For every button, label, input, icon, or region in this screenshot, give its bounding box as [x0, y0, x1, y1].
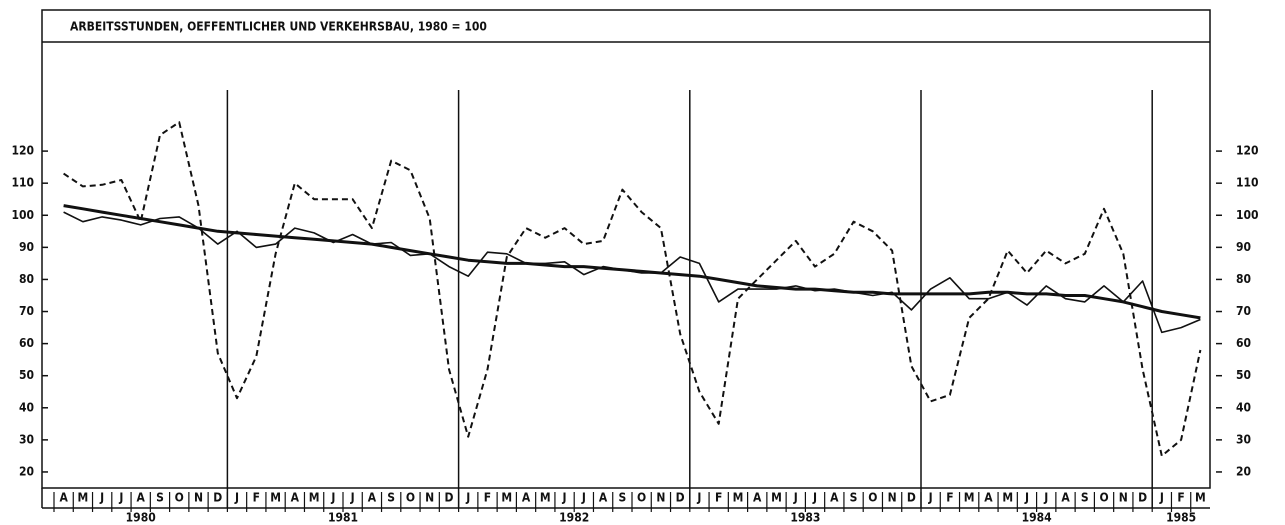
year-label: 1981 — [328, 511, 358, 525]
x-tick-label: M — [1195, 491, 1206, 505]
x-tick-label: N — [425, 491, 434, 505]
y-tick-label: 120 — [1236, 144, 1259, 158]
plot-frame — [41, 9, 1211, 489]
y-tick-label: 90 — [19, 240, 34, 254]
x-tick-label: A — [137, 491, 146, 505]
x-tick-label: D — [444, 491, 453, 505]
x-tick-label: A — [522, 491, 531, 505]
y-tick-label: 50 — [19, 368, 34, 382]
year-label: 1980 — [126, 511, 156, 525]
x-tick-label: M — [964, 491, 975, 505]
year-label: 1985 — [1166, 511, 1196, 525]
x-tick-label: J — [581, 491, 586, 505]
x-tick-label: J — [562, 491, 567, 505]
y-tick-label: 80 — [19, 272, 34, 286]
x-tick-label: F — [946, 491, 953, 505]
chart-title: ARBEITSSTUNDEN, OEFFENTLICHER UND VERKEH… — [70, 20, 487, 34]
x-tick-label: J — [1159, 491, 1164, 505]
x-tick-label: N — [1119, 491, 1128, 505]
x-tick-label: M — [309, 491, 320, 505]
y-tick-label: 70 — [19, 304, 34, 318]
x-tick-label: O — [868, 491, 877, 505]
y-tick-label: 20 — [19, 464, 34, 478]
x-tick-label: J — [330, 491, 335, 505]
x-tick-label: M — [771, 491, 782, 505]
y-tick-label: 70 — [1236, 304, 1251, 318]
x-tick-label: J — [465, 491, 470, 505]
year-label: 1984 — [1022, 511, 1053, 525]
data-line — [63, 204, 1201, 320]
x-tick-label: N — [656, 491, 665, 505]
x-tick-label: O — [175, 491, 184, 505]
x-tick-label: A — [753, 491, 762, 505]
x-tick-label: O — [406, 491, 415, 505]
data-line — [63, 121, 1202, 457]
data-line — [63, 211, 1201, 334]
x-tick-label: A — [984, 491, 993, 505]
x-tick-label: S — [387, 491, 395, 505]
year-label: 1983 — [790, 511, 820, 525]
x-tick-label: S — [618, 491, 626, 505]
x-tick-label: A — [830, 491, 839, 505]
x-tick-label: M — [733, 491, 744, 505]
x-tick-label: J — [234, 491, 239, 505]
x-tick-label: J — [1024, 491, 1029, 505]
x-tick-label: M — [540, 491, 551, 505]
y-tick-label: 110 — [11, 176, 34, 190]
x-tick-label: S — [1081, 491, 1089, 505]
x-tick-label: S — [850, 491, 858, 505]
x-tick-label: D — [676, 491, 685, 505]
x-tick-label: S — [156, 491, 164, 505]
x-tick-label: D — [907, 491, 916, 505]
x-tick-label: A — [291, 491, 300, 505]
x-tick-label: J — [118, 491, 123, 505]
y-tick-label: 40 — [1236, 400, 1251, 414]
y-tick-label: 100 — [1236, 208, 1259, 222]
x-tick-label: F — [484, 491, 491, 505]
y-tick-label: 60 — [19, 336, 34, 350]
y-tick-label: 20 — [1236, 464, 1251, 478]
x-tick-label: M — [78, 491, 89, 505]
y-tick-label: 30 — [1236, 432, 1251, 446]
x-tick-label: A — [59, 491, 68, 505]
x-tick-label: J — [812, 491, 817, 505]
y-tick-label: 40 — [19, 400, 34, 414]
x-tick-label: O — [1099, 491, 1108, 505]
x-tick-label: D — [213, 491, 222, 505]
x-tick-label: J — [99, 491, 104, 505]
y-tick-label: 100 — [11, 208, 34, 222]
x-tick-label: N — [194, 491, 203, 505]
x-tick-label: A — [599, 491, 608, 505]
x-tick-label: J — [793, 491, 798, 505]
x-tick-label: F — [1177, 491, 1184, 505]
x-tick-label: M — [501, 491, 512, 505]
y-tick-label: 110 — [1236, 176, 1259, 190]
x-tick-label: J — [350, 491, 355, 505]
y-tick-label: 80 — [1236, 272, 1251, 286]
x-tick-label: A — [368, 491, 377, 505]
x-tick-label: F — [253, 491, 260, 505]
x-tick-label: M — [270, 491, 281, 505]
x-tick-label: N — [888, 491, 897, 505]
x-tick-label: J — [928, 491, 933, 505]
y-tick-label: 50 — [1236, 368, 1251, 382]
x-tick-label: J — [696, 491, 701, 505]
y-tick-label: 90 — [1236, 240, 1251, 254]
y-tick-label: 30 — [19, 432, 34, 446]
y-tick-label: 60 — [1236, 336, 1251, 350]
year-label: 1982 — [559, 511, 589, 525]
x-tick-label: A — [1061, 491, 1070, 505]
x-tick-label: M — [1002, 491, 1013, 505]
x-tick-label: J — [1043, 491, 1048, 505]
x-tick-label: F — [715, 491, 722, 505]
y-tick-label: 120 — [11, 144, 34, 158]
x-tick-label: O — [637, 491, 646, 505]
x-tick-label: D — [1138, 491, 1147, 505]
